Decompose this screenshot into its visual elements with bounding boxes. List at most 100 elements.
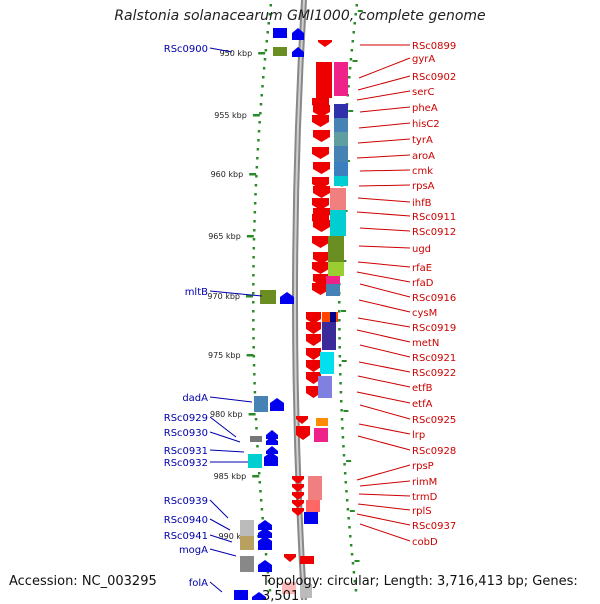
right-leader-line <box>357 75 411 91</box>
right-leader-line <box>359 227 411 232</box>
ruler-dot <box>252 238 256 241</box>
ruler-dot <box>341 436 345 439</box>
ruler-dot <box>257 472 261 475</box>
forward-gene-arrow <box>264 452 278 466</box>
gene-block <box>240 556 254 572</box>
left-leader-line <box>209 534 233 543</box>
reverse-gene-arrow <box>306 386 321 398</box>
ruler-dot <box>266 31 269 34</box>
forward-gene-arrow <box>292 28 304 40</box>
right-gene-label: aroA <box>412 151 435 162</box>
forward-gene-arrow <box>258 536 272 550</box>
ruler-tick-mark <box>252 475 260 478</box>
ruler-dot <box>355 4 359 7</box>
ruler-dot <box>255 427 258 430</box>
right-leader-line <box>359 480 411 487</box>
ruler-dot <box>338 310 341 313</box>
reverse-gene-arrow <box>313 220 330 232</box>
ruler-dot <box>259 112 262 115</box>
reverse-gene-arrow <box>312 115 329 127</box>
ruler-dot <box>261 517 264 520</box>
right-leader-line <box>357 197 411 203</box>
left-gene-label: RSc0930 <box>164 428 208 439</box>
right-leader-line <box>356 211 411 217</box>
ruler-dot <box>345 499 349 502</box>
ruler-dot <box>346 508 350 511</box>
forward-gene-arrow <box>280 292 294 304</box>
ruler-dot <box>252 265 255 268</box>
ruler-tick-mark <box>258 52 266 55</box>
right-gene-label: RSc0919 <box>412 323 456 334</box>
ruler-minor-tick <box>357 10 363 12</box>
ruler-dot <box>264 553 268 556</box>
reverse-gene-arrow <box>313 252 330 264</box>
ruler-dot <box>256 157 259 160</box>
reverse-gene-arrow <box>292 484 304 492</box>
ruler-dot <box>253 229 256 232</box>
gene-block <box>330 188 346 210</box>
ruler-dot <box>252 247 256 250</box>
forward-gene-arrow <box>266 430 278 439</box>
reverse-gene-arrow <box>306 360 321 372</box>
ruler-dot <box>348 526 351 529</box>
ruler-dot <box>338 301 341 304</box>
ruler-dot <box>252 283 255 286</box>
gene-block <box>322 322 336 350</box>
ruler-dot <box>338 355 342 358</box>
ruler-tick-label: 960 kbp <box>211 170 244 179</box>
right-leader-line <box>357 138 411 144</box>
left-gene-label: mogA <box>179 545 208 556</box>
ruler-tick-label: 975 kbp <box>208 351 241 360</box>
gene-block <box>273 28 287 38</box>
reverse-gene-arrow <box>312 147 329 159</box>
right-leader-line <box>358 493 411 497</box>
reverse-gene-arrow <box>296 416 308 424</box>
right-leader-line <box>359 106 411 113</box>
ruler-dot <box>342 445 345 448</box>
ruler-tick-mark <box>249 173 257 176</box>
right-leader-line <box>356 329 411 343</box>
map-title: Ralstonia solanacearum GMI1000, complete… <box>114 8 486 24</box>
ruler-dot <box>341 427 344 430</box>
ruler-dot <box>253 220 256 223</box>
gene-block <box>316 418 328 426</box>
ruler-dot <box>260 508 264 511</box>
right-leader-line <box>356 464 411 481</box>
ruler-dot <box>339 373 342 376</box>
left-leader-line <box>209 416 237 438</box>
gene-block <box>273 47 287 56</box>
ruler-dot <box>347 517 350 520</box>
ruler-dot <box>256 445 259 448</box>
ruler-dot <box>253 382 256 385</box>
gene-block <box>334 104 348 118</box>
ruler-dot <box>268 589 272 592</box>
ruler-dot <box>339 382 342 385</box>
ruler-dot <box>264 49 268 52</box>
ruler-dot <box>252 274 255 277</box>
ruler-minor-tick <box>352 60 358 62</box>
right-leader-line <box>356 90 411 101</box>
ruler-dot <box>266 571 270 574</box>
ruler-dot <box>339 391 343 394</box>
ruler-tick-label: 985 kbp <box>214 472 247 481</box>
left-leader-line <box>209 499 229 519</box>
gene-block <box>320 352 334 374</box>
ruler-tick-label: 970 kbp <box>207 292 240 301</box>
reverse-gene-arrow <box>312 236 329 248</box>
ruler-dot <box>351 562 355 565</box>
right-gene-label: pheA <box>412 103 438 114</box>
right-gene-label: rfaE <box>412 263 432 274</box>
right-leader-line <box>358 299 411 313</box>
right-gene-label: RSc0925 <box>412 415 456 426</box>
ruler-dot <box>253 211 257 214</box>
right-gene-label: gyrA <box>412 54 435 65</box>
ruler-dot <box>254 193 257 196</box>
left-leader-line <box>209 581 223 593</box>
reverse-gene-arrow <box>306 312 321 324</box>
left-leader-line <box>209 518 231 531</box>
ruler-dot <box>349 58 353 61</box>
right-gene-label: tyrA <box>412 135 433 146</box>
right-gene-label: etfA <box>412 399 433 410</box>
ruler-dot <box>253 373 256 376</box>
left-gene-label: mltB <box>185 287 208 298</box>
